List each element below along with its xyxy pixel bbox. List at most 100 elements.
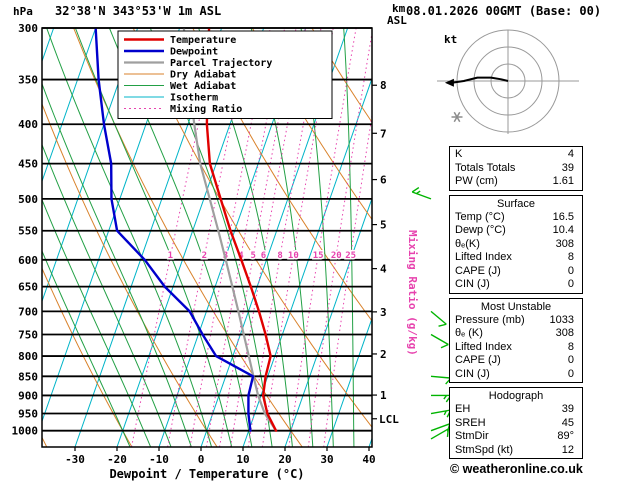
- stat-label: PW (cm): [455, 175, 498, 187]
- stat-value: 16.5: [552, 210, 574, 223]
- right-axis-title: Mixing Ratio (g/kg): [406, 230, 419, 356]
- hodograph-trace-arrowhead: [444, 78, 454, 87]
- stat-value: 1.61: [552, 175, 574, 187]
- stat-row: CIN (J) 0: [450, 278, 582, 292]
- svg-text:3: 3: [380, 306, 387, 319]
- svg-text:Wet Adiabat: Wet Adiabat: [170, 80, 236, 92]
- svg-text:Dry Adiabat: Dry Adiabat: [170, 69, 236, 81]
- svg-text:Mixing Ratio: Mixing Ratio: [170, 103, 242, 115]
- stat-row: PW (cm) 1.61: [450, 175, 582, 189]
- hodograph-star-marker: [451, 111, 463, 123]
- lcl-label: LCL: [379, 413, 399, 426]
- svg-text:40: 40: [362, 453, 375, 466]
- run-datetime-title: 08.01.2026 00GMT (Base: 00): [406, 4, 602, 18]
- stat-label: StmDir: [455, 430, 489, 442]
- svg-text:6: 6: [380, 174, 387, 187]
- stat-label: θₑ (K): [455, 327, 483, 339]
- stat-row: Lifted Index 8: [450, 251, 582, 265]
- stat-row: Temp (°C) 16.5: [450, 211, 582, 225]
- svg-text:2: 2: [380, 348, 387, 361]
- stat-value: 308: [555, 327, 574, 339]
- stat-label: Dewp (°C): [455, 224, 506, 236]
- stat-label: StmSpd (kt): [455, 443, 514, 456]
- svg-text:900: 900: [18, 389, 38, 402]
- km-tick-labels: 1 2 3 4 5 6 7 8 LCL: [372, 79, 399, 426]
- svg-text:10: 10: [288, 251, 299, 261]
- stat-value: 39: [561, 403, 574, 415]
- stat-row: Pressure (mb) 1033: [450, 314, 582, 328]
- svg-text:20: 20: [331, 251, 342, 261]
- svg-text:450: 450: [18, 158, 38, 171]
- svg-text:650: 650: [18, 281, 38, 294]
- svg-text:4: 4: [380, 263, 387, 276]
- hodograph-plot: [437, 29, 579, 134]
- svg-text:Dewpoint: Dewpoint: [170, 46, 218, 58]
- svg-text:800: 800: [18, 350, 38, 363]
- copyright-label: © weatheronline.co.uk: [450, 462, 583, 476]
- svg-text:0: 0: [198, 453, 205, 466]
- svg-text:700: 700: [18, 305, 38, 318]
- stat-label: CAPE (J): [455, 264, 501, 277]
- stat-label: Lifted Index: [455, 251, 512, 263]
- x-axis-title: Dewpoint / Temperature (°C): [109, 467, 304, 481]
- stat-value: 0: [567, 367, 574, 380]
- stat-row: θₑ(K) 308: [450, 238, 582, 252]
- stats-section-surface: Surface Temp (°C) 16.5 Dewp (°C) 10.4 θₑ(K) 30…: [449, 194, 583, 294]
- stat-value: 4: [567, 148, 574, 160]
- stat-value: 0: [567, 278, 574, 290]
- stat-row: EH 39: [450, 403, 582, 417]
- svg-text:1000: 1000: [12, 425, 39, 438]
- stat-label: SREH: [455, 416, 486, 429]
- stat-label: CAPE (J): [455, 354, 501, 366]
- stat-value: 12: [561, 443, 574, 456]
- stat-value: 8: [567, 251, 574, 263]
- stats-section-most-unstable: Most Unstable Pressure (mb) 1033 θₑ (K) 308 L…: [449, 297, 583, 383]
- stat-value: 10.4: [552, 224, 574, 236]
- stat-label: EH: [455, 403, 471, 415]
- stat-row: CAPE (J) 0: [450, 265, 582, 279]
- svg-text:5: 5: [251, 251, 256, 261]
- stats-summary-box: K 4 Totals Totals 39 PW (cm) 1.61: [449, 146, 583, 191]
- svg-text:25: 25: [345, 251, 356, 261]
- svg-text:500: 500: [18, 193, 38, 206]
- svg-text:7: 7: [380, 127, 387, 140]
- hodograph-ring: [490, 63, 526, 99]
- stats-panel: K 4 Totals Totals 39 PW (cm) 1.61 Surface Temp …: [449, 146, 583, 463]
- svg-text:10: 10: [236, 453, 249, 466]
- stat-row: StmSpd (kt) 12: [450, 444, 582, 458]
- plot-border: [41, 27, 373, 448]
- svg-text:8: 8: [380, 79, 387, 92]
- temperature-curve: [205, 28, 278, 432]
- svg-text:5: 5: [380, 219, 387, 232]
- wind-barbs: [411, 186, 450, 440]
- isobar-lines: [42, 27, 372, 432]
- hodograph-unit-label: kt: [444, 33, 458, 46]
- stat-label: Totals Totals: [455, 161, 516, 174]
- svg-text:20: 20: [278, 453, 291, 466]
- svg-text:300: 300: [18, 22, 38, 35]
- stat-label: Temp (°C): [455, 210, 505, 223]
- stat-row: CIN (J) 0: [450, 368, 582, 382]
- stat-value: 0: [567, 354, 574, 366]
- svg-text:1: 1: [168, 251, 173, 261]
- station-title: 32°38'N 343°53'W 1m ASL: [55, 4, 222, 18]
- wet-adiabat-lines: [42, 28, 355, 447]
- svg-text:600: 600: [18, 254, 38, 267]
- svg-text:6: 6: [261, 251, 266, 261]
- stat-value: 45: [561, 416, 574, 429]
- skewt-chart: 1 2 3 4 5 6 8 10 15 20 25TemperatureDewpointParcel…: [12, 22, 450, 481]
- pressure-tick-labels: 300 350 400 450 500 550 600 650 700 750 800 850 900 9…: [12, 22, 39, 438]
- svg-text:950: 950: [18, 408, 38, 421]
- svg-text:1: 1: [380, 389, 387, 402]
- stats-section-hodograph: Hodograph EH 39 SREH 45 StmDir 89° StmSpd (kt) 1…: [449, 387, 583, 459]
- stat-section-title: Surface: [497, 197, 535, 210]
- pressure-unit-label: hPa: [13, 5, 33, 18]
- stat-value: 308: [555, 237, 574, 250]
- svg-text:400: 400: [18, 118, 38, 131]
- svg-text:550: 550: [18, 225, 38, 238]
- stat-row: CAPE (J) 0: [450, 354, 582, 368]
- svg-text:Temperature: Temperature: [170, 35, 236, 46]
- svg-text:750: 750: [18, 328, 38, 341]
- svg-text:850: 850: [18, 370, 38, 383]
